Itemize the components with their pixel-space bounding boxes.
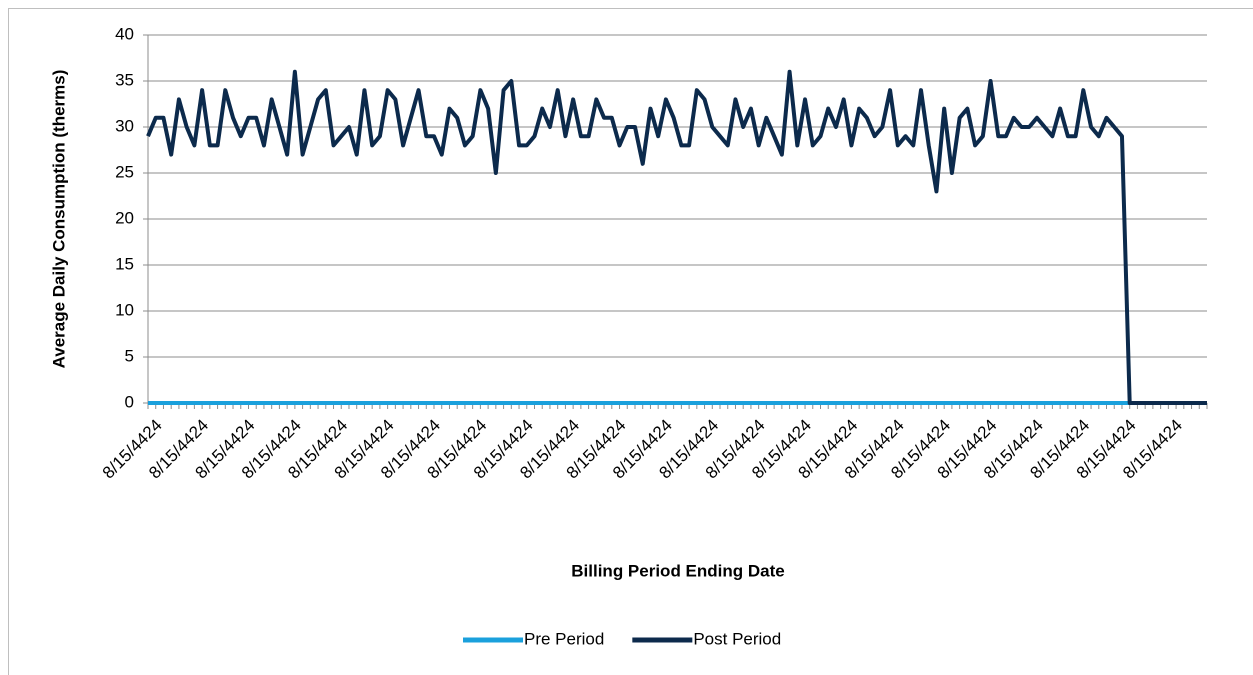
y-axis-label: Average Daily Consumption (therms): [49, 70, 68, 369]
legend-label: Pre Period: [524, 629, 604, 648]
y-tick-label: 25: [115, 162, 134, 181]
legend-label: Post Period: [693, 629, 781, 648]
chart-frame: [8, 8, 1253, 675]
y-tick-label: 40: [115, 24, 134, 43]
y-tick-label: 15: [115, 254, 134, 273]
y-tick-label: 30: [115, 116, 134, 135]
y-tick-label: 20: [115, 208, 134, 227]
y-tick-label: 5: [125, 346, 134, 365]
y-tick-label: 35: [115, 70, 134, 89]
y-tick-label: 0: [125, 392, 134, 411]
x-axis-label: Billing Period Ending Date: [571, 561, 784, 580]
series-line: [146, 69, 1207, 405]
y-tick-label: 10: [115, 300, 134, 319]
